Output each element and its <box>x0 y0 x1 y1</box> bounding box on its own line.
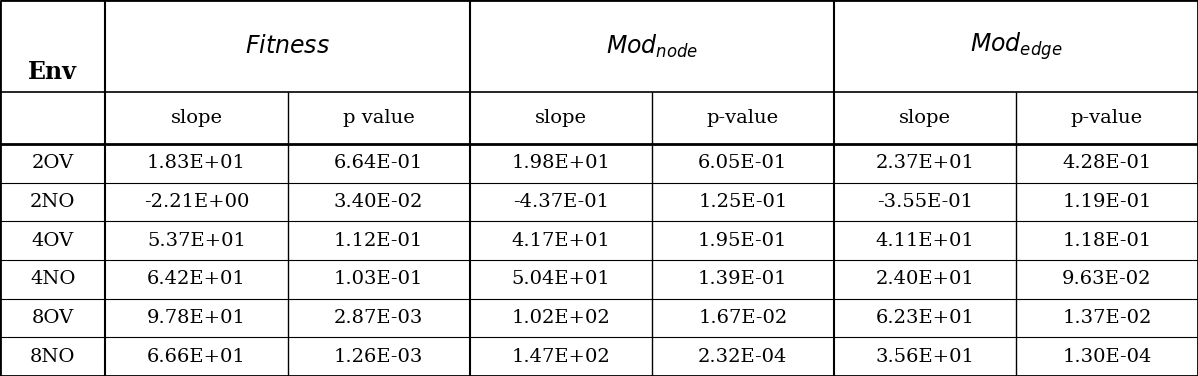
Text: 2.87E-03: 2.87E-03 <box>334 309 423 327</box>
Text: -2.21E+00: -2.21E+00 <box>144 193 249 211</box>
Text: 1.98E+01: 1.98E+01 <box>512 154 610 172</box>
Text: 2OV: 2OV <box>31 154 74 172</box>
Text: 4.17E+01: 4.17E+01 <box>512 232 610 250</box>
Text: 3.40E-02: 3.40E-02 <box>334 193 423 211</box>
Text: 2.40E+01: 2.40E+01 <box>876 270 974 288</box>
Text: p-value: p-value <box>707 109 779 127</box>
Text: 1.30E-04: 1.30E-04 <box>1063 348 1151 366</box>
Text: 1.83E+01: 1.83E+01 <box>147 154 246 172</box>
Text: 2.37E+01: 2.37E+01 <box>876 154 974 172</box>
Text: slope: slope <box>898 109 951 127</box>
Text: 4NO: 4NO <box>30 270 75 288</box>
Text: 6.23E+01: 6.23E+01 <box>876 309 974 327</box>
Text: 9.63E-02: 9.63E-02 <box>1063 270 1151 288</box>
Text: 8OV: 8OV <box>31 309 74 327</box>
Text: Env: Env <box>29 60 77 84</box>
Text: -4.37E-01: -4.37E-01 <box>513 193 609 211</box>
Text: 1.18E-01: 1.18E-01 <box>1063 232 1151 250</box>
Text: $\mathit{Fitness}$: $\mathit{Fitness}$ <box>246 35 329 58</box>
Text: slope: slope <box>170 109 223 127</box>
Text: 5.37E+01: 5.37E+01 <box>147 232 246 250</box>
Text: 1.19E-01: 1.19E-01 <box>1063 193 1151 211</box>
Text: 3.56E+01: 3.56E+01 <box>876 348 974 366</box>
Text: p-value: p-value <box>1071 109 1143 127</box>
Text: 6.64E-01: 6.64E-01 <box>334 154 423 172</box>
Text: $\mathit{Mod}_{\mathit{edge}}$: $\mathit{Mod}_{\mathit{edge}}$ <box>969 30 1063 62</box>
Text: 4.11E+01: 4.11E+01 <box>876 232 974 250</box>
Text: 1.67E-02: 1.67E-02 <box>698 309 787 327</box>
Text: 1.03E-01: 1.03E-01 <box>334 270 423 288</box>
Text: 1.12E-01: 1.12E-01 <box>334 232 423 250</box>
Text: 4OV: 4OV <box>31 232 74 250</box>
Text: 2.32E-04: 2.32E-04 <box>698 348 787 366</box>
Text: 1.47E+02: 1.47E+02 <box>512 348 610 366</box>
Text: $\mathit{Mod}_{\mathit{node}}$: $\mathit{Mod}_{\mathit{node}}$ <box>605 32 698 60</box>
Text: 1.95E-01: 1.95E-01 <box>698 232 787 250</box>
Text: 1.25E-01: 1.25E-01 <box>698 193 787 211</box>
Text: 1.02E+02: 1.02E+02 <box>512 309 610 327</box>
Text: 5.04E+01: 5.04E+01 <box>512 270 610 288</box>
Text: slope: slope <box>534 109 587 127</box>
Text: 6.05E-01: 6.05E-01 <box>698 154 787 172</box>
Text: p value: p value <box>343 109 415 127</box>
Text: 1.39E-01: 1.39E-01 <box>698 270 787 288</box>
Text: 2NO: 2NO <box>30 193 75 211</box>
Text: 1.37E-02: 1.37E-02 <box>1063 309 1151 327</box>
Text: 6.42E+01: 6.42E+01 <box>147 270 246 288</box>
Text: 9.78E+01: 9.78E+01 <box>147 309 246 327</box>
Text: 6.66E+01: 6.66E+01 <box>147 348 246 366</box>
Text: 8NO: 8NO <box>30 348 75 366</box>
Text: 1.26E-03: 1.26E-03 <box>334 348 423 366</box>
Text: -3.55E-01: -3.55E-01 <box>877 193 973 211</box>
Text: 4.28E-01: 4.28E-01 <box>1063 154 1151 172</box>
